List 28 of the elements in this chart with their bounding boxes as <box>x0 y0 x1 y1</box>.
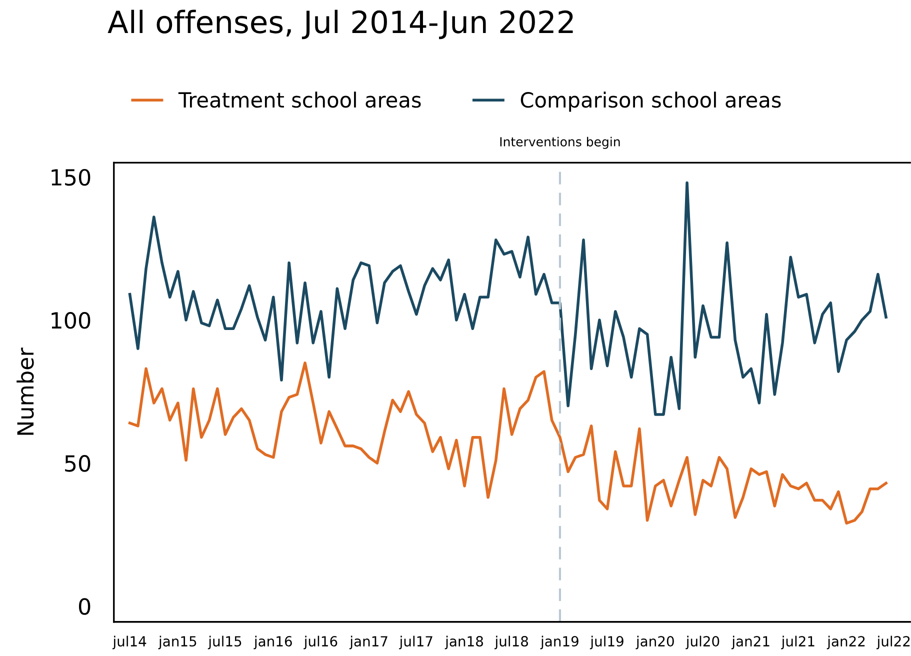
ref-line-label: Interventions begin <box>500 136 620 149</box>
x-tick-label: jan20 <box>636 636 674 650</box>
y-tick-label: 100 <box>52 312 90 329</box>
chart-title: All offenses, Jul 2014-Jun 2022 <box>108 10 573 40</box>
y-tick-label: 150 <box>52 168 90 186</box>
legend-label: Treatment school areas <box>178 92 421 108</box>
y-tick-label: 0 <box>78 598 90 615</box>
x-tick-label: jan22 <box>826 636 865 650</box>
x-tick-label: jul16 <box>304 636 338 650</box>
x-tick-label: jan15 <box>158 636 196 650</box>
x-tick-label: jan19 <box>540 636 578 650</box>
x-tick-label: jul18 <box>494 636 528 650</box>
x-tick-label: jul22 <box>876 636 910 650</box>
x-tick-label: jan18 <box>444 636 483 650</box>
y-axis-title: Number <box>16 348 34 435</box>
x-tick-label: jul15 <box>208 636 242 650</box>
x-tick-label: jul21 <box>781 636 814 650</box>
y-tick-label: 50 <box>65 455 90 472</box>
x-tick-label: jan17 <box>349 636 388 650</box>
line-series <box>128 181 888 416</box>
x-tick-label: jan16 <box>254 636 292 650</box>
line-series <box>128 362 888 525</box>
x-tick-label: jul20 <box>686 636 720 650</box>
legend-label: Comparison school areas <box>520 92 781 112</box>
x-tick-label: jul17 <box>399 636 432 650</box>
x-tick-label: jul19 <box>590 636 624 650</box>
x-tick-label: jul14 <box>112 636 146 650</box>
x-tick-label: jan21 <box>731 636 770 650</box>
